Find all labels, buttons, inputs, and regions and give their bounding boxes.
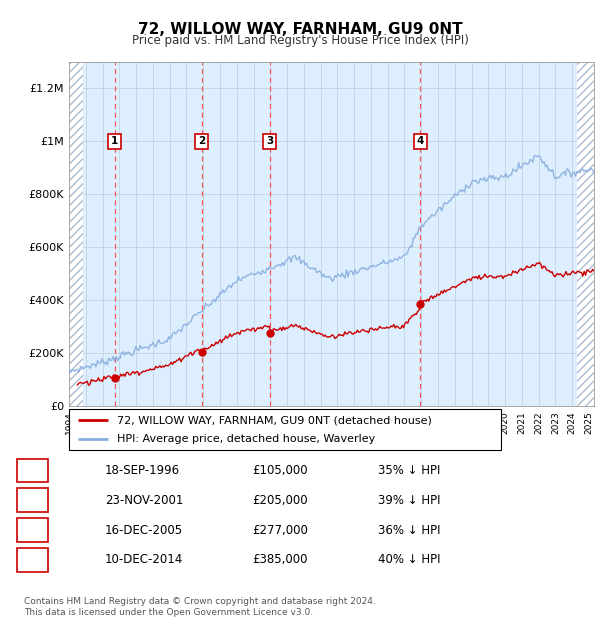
Text: 10-DEC-2014: 10-DEC-2014 [105,554,183,566]
Text: 4: 4 [416,136,424,146]
Text: Price paid vs. HM Land Registry's House Price Index (HPI): Price paid vs. HM Land Registry's House … [131,34,469,47]
Bar [577,62,596,406]
Text: 4: 4 [28,554,37,566]
Text: 2: 2 [28,494,37,507]
Text: £205,000: £205,000 [252,494,308,507]
FancyBboxPatch shape [69,409,501,450]
Text: 23-NOV-2001: 23-NOV-2001 [105,494,184,507]
Text: 3: 3 [28,524,37,536]
Text: 2: 2 [198,136,205,146]
Text: £385,000: £385,000 [252,554,308,566]
Text: 18-SEP-1996: 18-SEP-1996 [105,464,180,477]
Text: 16-DEC-2005: 16-DEC-2005 [105,524,183,536]
Text: HPI: Average price, detached house, Waverley: HPI: Average price, detached house, Wave… [116,435,375,445]
Text: 35% ↓ HPI: 35% ↓ HPI [378,464,440,477]
Text: 1: 1 [111,136,118,146]
Text: 3: 3 [266,136,273,146]
Text: 72, WILLOW WAY, FARNHAM, GU9 0NT: 72, WILLOW WAY, FARNHAM, GU9 0NT [137,22,463,37]
Text: £277,000: £277,000 [252,524,308,536]
Text: £105,000: £105,000 [252,464,308,477]
Text: 39% ↓ HPI: 39% ↓ HPI [378,494,440,507]
Text: 1: 1 [28,464,37,477]
Text: 40% ↓ HPI: 40% ↓ HPI [378,554,440,566]
Bar [69,62,83,406]
Text: 72, WILLOW WAY, FARNHAM, GU9 0NT (detached house): 72, WILLOW WAY, FARNHAM, GU9 0NT (detach… [116,415,431,425]
Text: Contains HM Land Registry data © Crown copyright and database right 2024.
This d: Contains HM Land Registry data © Crown c… [24,598,376,617]
Text: 36% ↓ HPI: 36% ↓ HPI [378,524,440,536]
